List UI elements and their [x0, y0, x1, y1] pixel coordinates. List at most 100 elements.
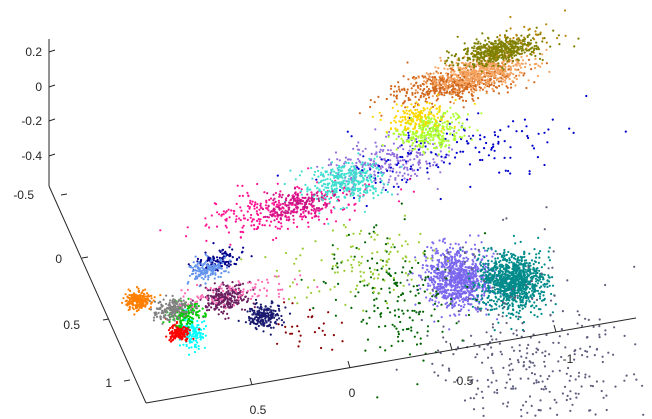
data-point: [504, 302, 507, 305]
data-point: [321, 329, 324, 332]
data-point: [428, 299, 431, 302]
data-point: [252, 218, 255, 221]
data-point: [492, 143, 495, 146]
data-point: [407, 136, 410, 139]
data-point: [444, 255, 447, 258]
data-point: [525, 283, 528, 286]
data-point: [392, 152, 395, 156]
data-point: [252, 311, 255, 314]
data-point: [441, 283, 444, 286]
data-point: [481, 284, 484, 287]
data-point: [331, 229, 334, 232]
data-point: [395, 171, 398, 174]
data-point: [371, 252, 374, 255]
data-point: [249, 310, 252, 313]
data-point: [333, 257, 336, 260]
data-point: [538, 256, 541, 259]
data-point: [503, 156, 506, 159]
data-point: [470, 269, 474, 272]
data-point: [437, 320, 440, 323]
data-point: [190, 341, 193, 344]
data-point: [139, 304, 143, 308]
data-point: [394, 177, 397, 180]
data-point: [128, 305, 131, 308]
data-point: [544, 385, 547, 388]
data-point: [389, 166, 392, 169]
data-point: [237, 299, 240, 302]
data-point: [561, 392, 565, 395]
data-point: [379, 177, 382, 180]
data-point: [482, 274, 485, 277]
data-point: [540, 266, 544, 269]
data-point: [401, 174, 404, 177]
data-point: [501, 283, 504, 286]
data-point: [551, 311, 555, 314]
data-point: [249, 288, 252, 292]
data-point: [382, 265, 385, 268]
data-point: [273, 203, 276, 206]
data-point: [459, 309, 462, 312]
data-point: [429, 284, 432, 287]
data-point: [265, 309, 268, 312]
data-point: [517, 318, 520, 321]
data-point: [502, 311, 505, 314]
data-point: [487, 154, 490, 157]
data-point: [417, 148, 420, 151]
data-point: [483, 268, 486, 271]
data-point: [555, 401, 558, 404]
data-point: [436, 272, 439, 276]
data-point: [264, 312, 267, 315]
data-point: [186, 288, 189, 291]
data-point: [277, 220, 280, 223]
data-point: [368, 232, 371, 235]
data-point: [237, 298, 240, 301]
data-point: [232, 209, 235, 212]
data-point: [380, 267, 383, 270]
data-point: [192, 337, 195, 340]
data-point: [452, 297, 455, 300]
data-point: [382, 182, 385, 185]
data-point: [307, 167, 310, 170]
data-point: [280, 314, 283, 318]
data-point: [131, 300, 134, 303]
data-point: [418, 159, 421, 162]
data-point: [436, 287, 439, 290]
data-point: [165, 302, 168, 305]
data-point: [472, 134, 475, 137]
data-point: [484, 290, 487, 293]
data-point: [443, 237, 446, 240]
data-point: [395, 327, 398, 330]
data-point: [527, 280, 531, 283]
data-point: [289, 285, 292, 288]
data-point: [466, 259, 469, 262]
data-point: [501, 278, 504, 281]
data-point: [508, 259, 511, 262]
data-point: [374, 128, 377, 131]
data-point: [257, 317, 260, 320]
data-point: [234, 292, 237, 295]
data-point: [275, 237, 278, 240]
data-point: [471, 263, 474, 266]
data-point: [301, 202, 304, 205]
data-point: [467, 272, 470, 275]
data-point: [352, 196, 356, 200]
data-point: [334, 264, 338, 267]
data-point: [515, 315, 518, 318]
data-point: [176, 317, 179, 320]
data-point: [482, 407, 485, 410]
data-point: [179, 304, 182, 307]
data-point: [487, 278, 490, 281]
data-point: [271, 314, 274, 317]
data-point: [354, 295, 357, 298]
data-point: [543, 360, 546, 363]
data-point: [300, 190, 303, 193]
data-point: [310, 191, 313, 194]
data-point: [505, 269, 508, 272]
data-point: [284, 325, 287, 328]
data-point: [351, 245, 354, 248]
data-point: [397, 333, 400, 336]
data-point: [448, 150, 451, 153]
data-point: [409, 271, 412, 274]
data-point: [387, 152, 391, 156]
